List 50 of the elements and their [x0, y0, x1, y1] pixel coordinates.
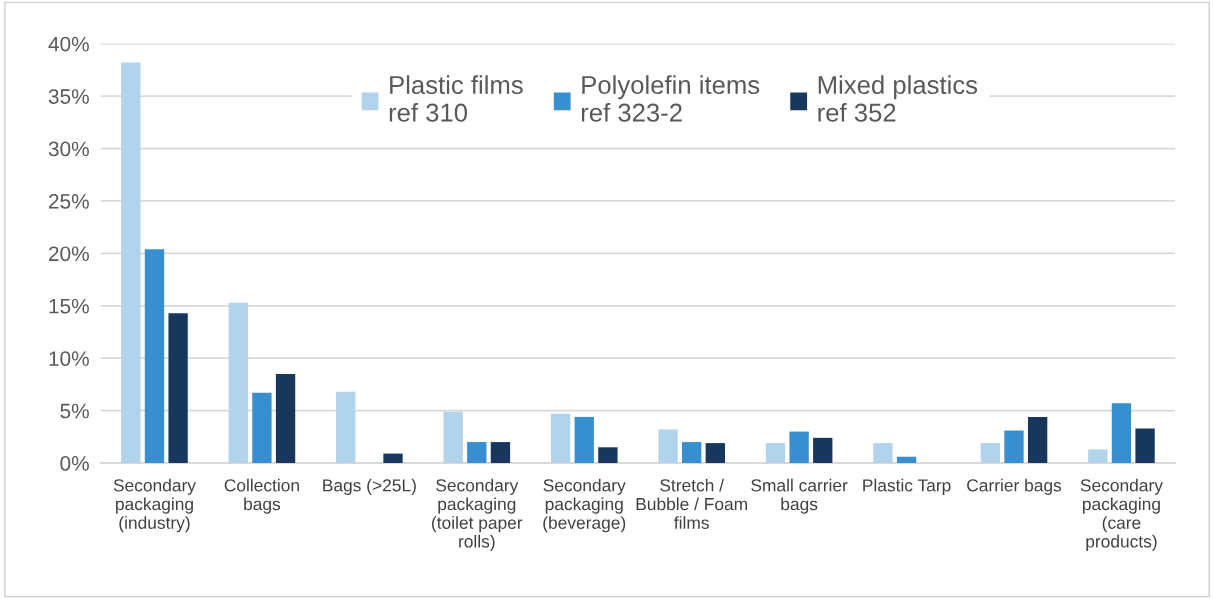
bar [682, 442, 702, 464]
y-tick-label: 0% [60, 456, 89, 471]
bar [705, 443, 725, 464]
y-tick-label: 40% [48, 36, 89, 52]
y-tick-label: 20% [49, 246, 89, 262]
bar [168, 313, 188, 464]
x-tick-label: Secondary packaging (beverage) [543, 478, 626, 533]
bar [490, 442, 511, 464]
bar [1004, 430, 1024, 464]
x-tick-label: Secondary packaging (toilet paper rolls) [432, 478, 523, 552]
bar [1088, 449, 1108, 464]
x-tick-label: Secondary packaging (industry) [113, 478, 196, 533]
y-tick-label: 10% [49, 351, 89, 366]
bar [443, 411, 463, 464]
bar [144, 249, 165, 464]
y-tick-label: 5% [60, 403, 89, 419]
bar [336, 391, 356, 464]
bar [121, 62, 141, 464]
bar [980, 443, 1001, 464]
y-tick-label: 15% [49, 298, 89, 314]
bar [252, 392, 272, 464]
legend-label: Polyolefin items ref 323-2 [581, 75, 760, 122]
bar [1135, 428, 1155, 464]
bar [896, 456, 917, 464]
bar [598, 447, 618, 464]
x-tick-label: Carrier bags [967, 478, 1062, 495]
bar [873, 443, 893, 464]
bar [1111, 403, 1132, 464]
legend-label: Mixed plastics ref 352 [818, 75, 978, 122]
bar [383, 453, 403, 464]
bar [813, 437, 833, 464]
y-tick-label: 35% [48, 89, 89, 104]
x-tick-label: Stretch / Bubble / Foam films [636, 478, 747, 529]
x-tick-label: Secondary packaging (care products) [1080, 478, 1163, 552]
bar [550, 413, 571, 464]
bar [789, 431, 809, 464]
bar [658, 429, 678, 464]
bar [1027, 416, 1048, 464]
x-tick-label: Bags (>25L) [323, 478, 416, 495]
y-tick-label: 25% [49, 193, 89, 209]
bar [275, 373, 296, 464]
x-tick-label: Collection bags [224, 478, 299, 514]
bar [228, 302, 248, 464]
x-tick-label: Plastic Tarp [863, 478, 951, 495]
x-tick-label: Small carrier bags [751, 478, 848, 514]
bar [467, 442, 487, 464]
bar [765, 443, 786, 464]
bar [574, 416, 594, 464]
y-tick-label: 30% [48, 141, 89, 157]
legend-label: Plastic films ref 310 [389, 75, 523, 122]
